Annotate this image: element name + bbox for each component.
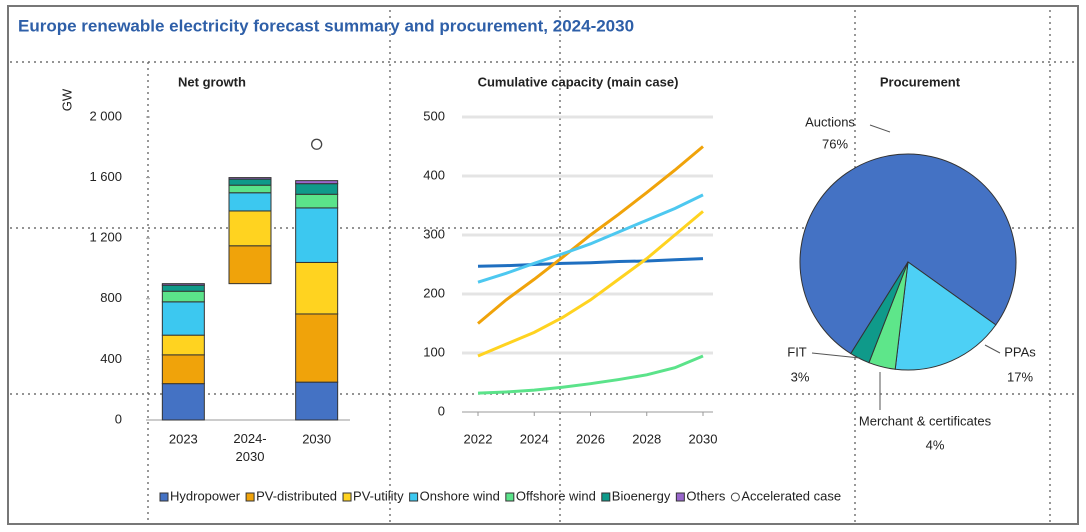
legend-label: PV-utility [353, 488, 404, 503]
y-tick-label: 2 000 [89, 108, 122, 123]
legend-label: Bioenergy [612, 488, 671, 503]
line-series [477, 210, 704, 358]
pie-slice [799, 153, 1017, 355]
slice-label: FIT [787, 344, 807, 359]
legend-swatch [245, 492, 255, 502]
line-series [477, 193, 704, 284]
legend-label: Accelerated case [741, 488, 841, 503]
bar-segment [228, 177, 272, 180]
slice-label: Merchant & certificates [859, 413, 992, 428]
bar-segment [228, 178, 272, 186]
pie-slice [850, 261, 909, 364]
line-series [477, 354, 704, 395]
slice-label: Auctions [805, 114, 855, 129]
frame [7, 5, 1079, 525]
y-tick-label: 200 [423, 285, 445, 300]
x-tick-label: 2030 [689, 431, 718, 446]
legend-label: Hydropower [170, 488, 241, 503]
x-tick-label: 2028 [632, 431, 661, 446]
line-series [477, 145, 704, 325]
legend-label: Onshore wind [420, 488, 500, 503]
y-tick-label: 800 [100, 290, 122, 305]
legend-swatch [730, 492, 740, 502]
bar-segment [161, 383, 205, 421]
slice-value: 3% [791, 369, 810, 384]
bar-segment [161, 284, 205, 292]
bar-segment [228, 245, 272, 285]
leader-line [984, 344, 1001, 354]
x-tick-label: 2030 [302, 431, 331, 446]
slice-value: 76% [822, 136, 848, 151]
bar-segment [161, 301, 205, 336]
pie-slice [894, 261, 997, 371]
bar-segment [295, 183, 339, 195]
legend-swatch [409, 492, 419, 502]
leader-line [811, 352, 861, 359]
bar-segment [161, 334, 205, 356]
y-tick-label: 300 [423, 226, 445, 241]
x-tick-label: 2022 [464, 431, 493, 446]
bar-segment [228, 184, 272, 194]
legend-label: Others [686, 488, 726, 503]
bar-segment [161, 354, 205, 385]
bar-segment [295, 381, 339, 421]
y-tick-label: 1 600 [89, 169, 122, 184]
slice-value: 4% [926, 437, 945, 452]
bar-segment [295, 193, 339, 209]
slice-label: PPAs [1004, 344, 1036, 359]
x-tick-label: 2026 [576, 431, 605, 446]
chart-title: Europe renewable electricity forecast su… [18, 16, 634, 35]
bar-segment [228, 210, 272, 247]
y-tick-label: 0 [115, 411, 122, 426]
slice-value: 17% [1007, 369, 1033, 384]
legend-label: PV-distributed [256, 488, 337, 503]
bar-segment [295, 180, 339, 185]
bar-segment [161, 290, 205, 303]
bar-segment [295, 313, 339, 383]
legend-swatch [675, 492, 685, 502]
legend-swatch [601, 492, 611, 502]
panel-title: Cumulative capacity (main case) [478, 74, 679, 89]
x-tick-label: 2024 [520, 431, 549, 446]
y-tick-label: 100 [423, 344, 445, 359]
leader-line [869, 124, 891, 133]
y-tick-label: 400 [100, 351, 122, 366]
legend-swatch [159, 492, 169, 502]
legend-swatch [342, 492, 352, 502]
bar-segment [295, 261, 339, 315]
panel-title: Procurement [880, 74, 961, 89]
y-tick-label: 0 [438, 403, 445, 418]
x-tick-label: 2023 [169, 431, 198, 446]
bar-segment [228, 192, 272, 212]
y-tick-label: 1 200 [89, 230, 122, 245]
x-tick-label: 2024-2030 [233, 431, 266, 464]
legend-label: Offshore wind [516, 488, 596, 503]
bar-segment [161, 283, 205, 286]
y-tick-label: 400 [423, 167, 445, 182]
legend-swatch [505, 492, 515, 502]
accelerated-marker [311, 138, 323, 150]
panel-title: Net growth [178, 74, 246, 89]
bar-segment [295, 207, 339, 263]
line-series [477, 257, 704, 268]
y-tick-label: 500 [423, 108, 445, 123]
y-axis-label: GW [59, 88, 74, 111]
